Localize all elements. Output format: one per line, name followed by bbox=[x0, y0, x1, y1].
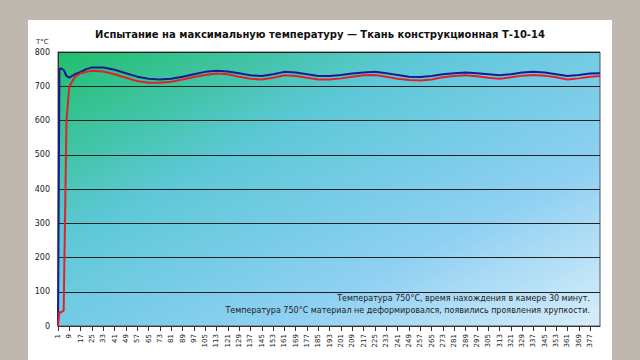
svg-text:49: 49 bbox=[122, 334, 130, 343]
svg-text:161: 161 bbox=[280, 334, 288, 347]
svg-text:800: 800 bbox=[35, 48, 50, 57]
svg-text:33: 33 bbox=[99, 334, 107, 343]
svg-text:217: 217 bbox=[360, 334, 368, 347]
svg-text:305: 305 bbox=[484, 334, 492, 347]
svg-text:353: 353 bbox=[552, 334, 560, 347]
svg-text:400: 400 bbox=[35, 185, 50, 194]
svg-text:289: 289 bbox=[462, 334, 470, 347]
svg-text:233: 233 bbox=[382, 334, 390, 347]
svg-text:329: 329 bbox=[518, 334, 526, 347]
svg-text:57: 57 bbox=[133, 334, 141, 343]
svg-text:Температура 750°С, время нахож: Температура 750°С, время нахождения в ка… bbox=[336, 294, 590, 303]
svg-text:89: 89 bbox=[179, 334, 187, 343]
svg-text:145: 145 bbox=[258, 334, 266, 347]
svg-text:105: 105 bbox=[201, 334, 209, 347]
svg-text:321: 321 bbox=[507, 334, 515, 347]
svg-text:200: 200 bbox=[35, 253, 50, 262]
svg-text:153: 153 bbox=[269, 334, 277, 347]
svg-text:241: 241 bbox=[394, 334, 402, 347]
svg-text:121: 121 bbox=[224, 334, 232, 347]
svg-text:361: 361 bbox=[563, 334, 571, 347]
svg-text:73: 73 bbox=[156, 334, 164, 343]
svg-text:225: 225 bbox=[371, 334, 379, 347]
svg-text:113: 113 bbox=[212, 334, 220, 347]
svg-text:265: 265 bbox=[428, 334, 436, 347]
svg-text:97: 97 bbox=[190, 334, 198, 343]
svg-text:313: 313 bbox=[496, 334, 504, 347]
svg-text:249: 249 bbox=[405, 334, 413, 347]
svg-text:297: 297 bbox=[473, 334, 481, 347]
svg-text:300: 300 bbox=[35, 219, 50, 228]
svg-text:169: 169 bbox=[292, 334, 300, 347]
svg-text:0: 0 bbox=[45, 322, 50, 331]
svg-text:100: 100 bbox=[35, 287, 50, 296]
svg-text:369: 369 bbox=[575, 334, 583, 347]
svg-text:81: 81 bbox=[167, 334, 175, 343]
svg-text:17: 17 bbox=[77, 334, 85, 343]
svg-text:1: 1 bbox=[54, 334, 62, 338]
svg-text:Температура 750°С материал не: Температура 750°С материал не деформиров… bbox=[224, 306, 590, 315]
svg-text:177: 177 bbox=[303, 334, 311, 347]
svg-text:700: 700 bbox=[35, 82, 50, 91]
svg-text:273: 273 bbox=[439, 334, 447, 347]
svg-text:600: 600 bbox=[35, 116, 50, 125]
svg-text:65: 65 bbox=[145, 334, 153, 343]
svg-text:281: 281 bbox=[450, 334, 458, 347]
svg-text:500: 500 bbox=[35, 150, 50, 159]
svg-text:25: 25 bbox=[88, 334, 96, 343]
svg-text:201: 201 bbox=[337, 334, 345, 347]
svg-text:377: 377 bbox=[586, 334, 594, 347]
svg-text:337: 337 bbox=[529, 334, 537, 347]
svg-text:41: 41 bbox=[111, 334, 119, 343]
svg-text:129: 129 bbox=[235, 334, 243, 347]
svg-text:345: 345 bbox=[541, 334, 549, 347]
svg-text:209: 209 bbox=[348, 334, 356, 347]
svg-text:T°C: T°C bbox=[35, 38, 49, 46]
svg-text:257: 257 bbox=[416, 334, 424, 347]
svg-text:Испытание на максимальную темп: Испытание на максимальную температуру — … bbox=[95, 29, 545, 40]
svg-text:185: 185 bbox=[314, 334, 322, 347]
svg-text:193: 193 bbox=[326, 334, 334, 347]
svg-text:9: 9 bbox=[65, 334, 73, 338]
svg-text:137: 137 bbox=[246, 334, 254, 347]
